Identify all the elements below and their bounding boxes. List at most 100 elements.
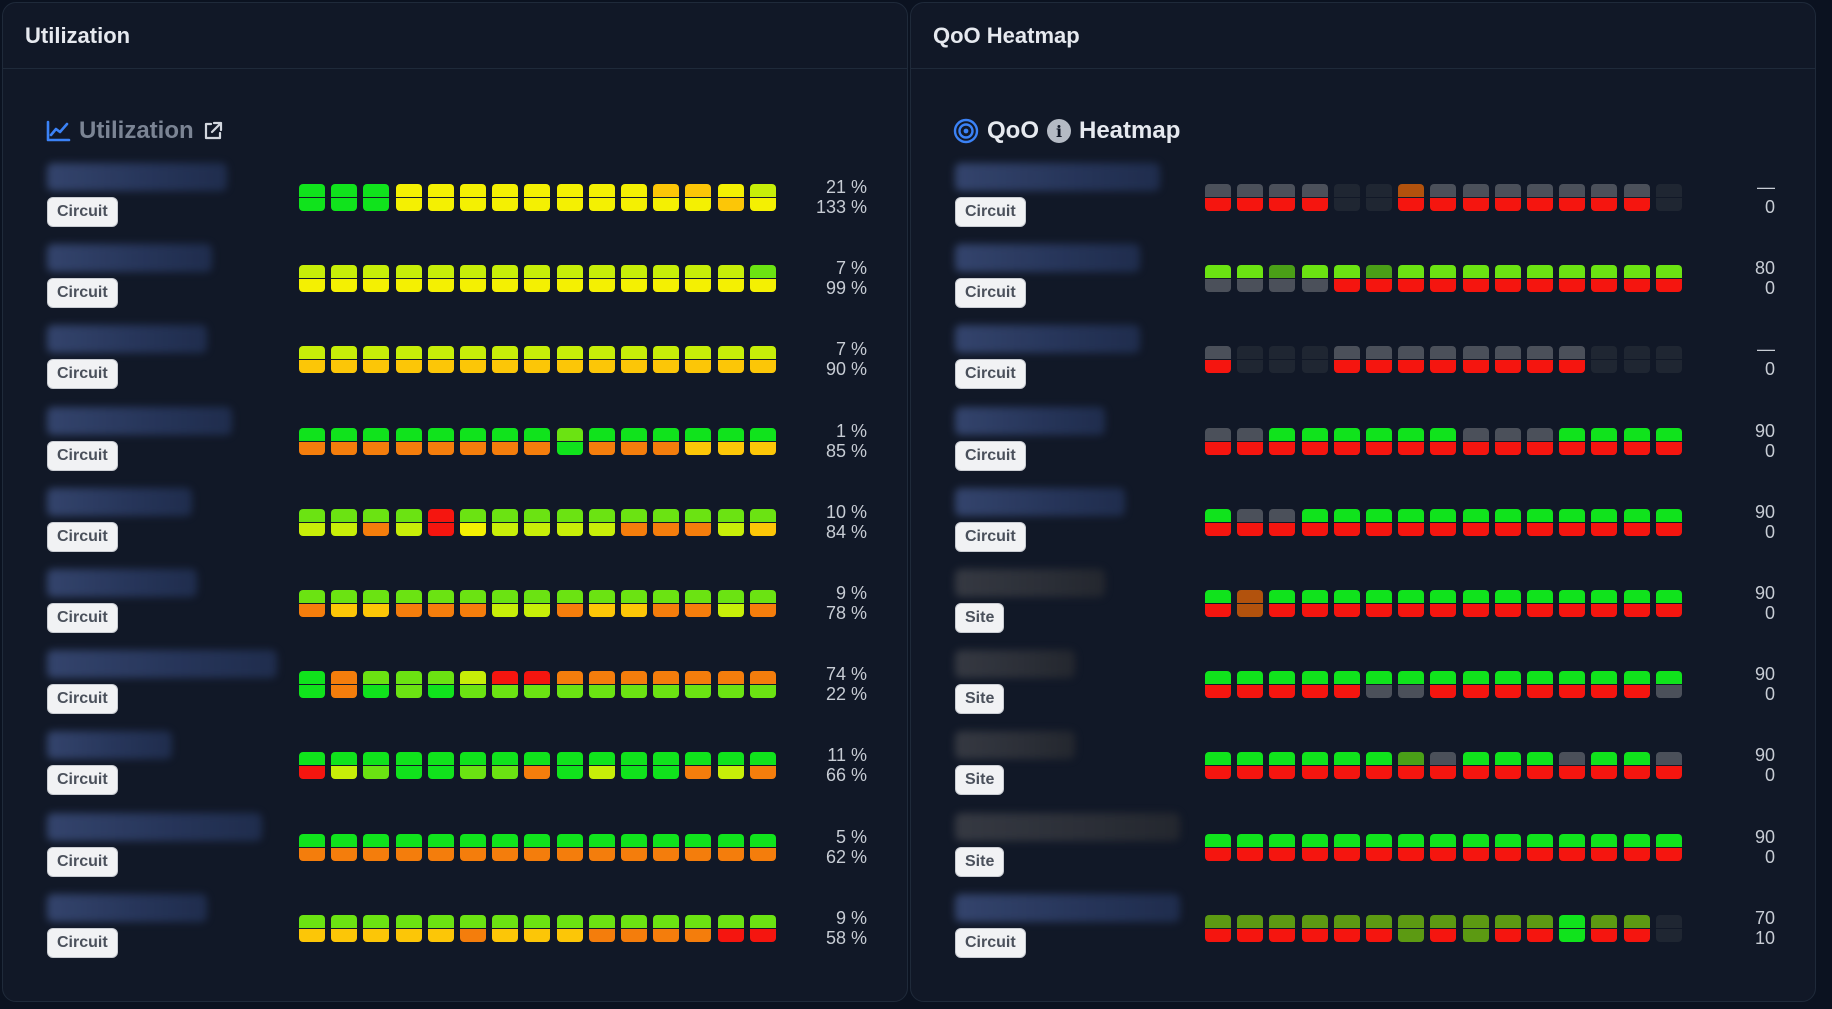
heatmap-cell[interactable] bbox=[524, 184, 551, 211]
redacted-name[interactable] bbox=[955, 244, 1140, 273]
heatmap-cell[interactable] bbox=[492, 914, 519, 942]
heatmap-cell[interactable] bbox=[395, 752, 422, 780]
heatmap-cell[interactable] bbox=[1366, 508, 1392, 536]
heatmap-cell[interactable] bbox=[556, 427, 583, 455]
external-link-icon[interactable] bbox=[202, 120, 224, 142]
redacted-name[interactable] bbox=[47, 325, 207, 354]
heatmap-cell[interactable] bbox=[524, 508, 551, 536]
heatmap-cell[interactable] bbox=[1366, 184, 1392, 211]
heatmap-cell[interactable] bbox=[717, 752, 744, 780]
heatmap-cell[interactable] bbox=[653, 752, 680, 780]
redacted-name[interactable] bbox=[955, 487, 1125, 516]
heatmap-cell[interactable] bbox=[685, 346, 712, 374]
redacted-name[interactable] bbox=[47, 487, 192, 516]
heatmap-cell[interactable] bbox=[1462, 914, 1489, 942]
heatmap-cell[interactable] bbox=[1462, 590, 1489, 617]
heatmap-row[interactable]: Circuit 11 % 66 % bbox=[3, 729, 907, 810]
heatmap-cell[interactable] bbox=[653, 590, 680, 617]
heatmap-cell[interactable] bbox=[299, 914, 325, 942]
heatmap-cell[interactable] bbox=[653, 184, 680, 211]
heatmap-cell[interactable] bbox=[1494, 265, 1521, 293]
heatmap-cell[interactable] bbox=[653, 671, 680, 699]
heatmap-cell[interactable] bbox=[460, 184, 486, 211]
heatmap-cell[interactable] bbox=[1591, 671, 1618, 699]
heatmap-cell[interactable] bbox=[1527, 265, 1553, 293]
heatmap-cell[interactable] bbox=[1430, 914, 1457, 942]
heatmap-row[interactable]: Site 90 0 bbox=[911, 729, 1815, 810]
heatmap-cell[interactable] bbox=[1527, 184, 1553, 211]
utilization-card-title[interactable]: Utilization bbox=[45, 115, 224, 147]
heatmap-cell[interactable] bbox=[460, 265, 486, 293]
heatmap-cell[interactable] bbox=[1333, 833, 1360, 861]
heatmap-cell[interactable] bbox=[1269, 184, 1296, 211]
heatmap-cell[interactable] bbox=[1333, 427, 1360, 455]
heatmap-cell[interactable] bbox=[1527, 833, 1553, 861]
heatmap-cell[interactable] bbox=[492, 508, 519, 536]
heatmap-cell[interactable] bbox=[460, 752, 486, 780]
heatmap-cell[interactable] bbox=[556, 590, 583, 617]
heatmap-cell[interactable] bbox=[331, 508, 358, 536]
heatmap-cell[interactable] bbox=[1398, 914, 1425, 942]
heatmap-cell[interactable] bbox=[1430, 346, 1457, 374]
heatmap-cell[interactable] bbox=[685, 427, 712, 455]
heatmap-cell[interactable] bbox=[588, 914, 615, 942]
heatmap-cell[interactable] bbox=[1333, 265, 1360, 293]
heatmap-cell[interactable] bbox=[524, 590, 551, 617]
redacted-name[interactable] bbox=[955, 163, 1160, 191]
heatmap-cell[interactable] bbox=[556, 752, 583, 780]
heatmap-cell[interactable] bbox=[1398, 508, 1425, 536]
heatmap-cell[interactable] bbox=[299, 346, 325, 374]
heatmap-cell[interactable] bbox=[427, 671, 454, 699]
heatmap-cell[interactable] bbox=[1237, 184, 1264, 211]
heatmap-cell[interactable] bbox=[749, 184, 776, 211]
heatmap-cell[interactable] bbox=[588, 265, 615, 293]
heatmap-cell[interactable] bbox=[460, 346, 486, 374]
heatmap-cell[interactable] bbox=[1623, 184, 1650, 211]
heatmap-cell[interactable] bbox=[685, 671, 712, 699]
heatmap-cell[interactable] bbox=[588, 346, 615, 374]
heatmap-cell[interactable] bbox=[1430, 265, 1457, 293]
heatmap-cell[interactable] bbox=[395, 265, 422, 293]
heatmap-cell[interactable] bbox=[588, 184, 615, 211]
heatmap-cell[interactable] bbox=[363, 914, 390, 942]
heatmap-cell[interactable] bbox=[1333, 346, 1360, 374]
heatmap-cell[interactable] bbox=[1269, 427, 1296, 455]
heatmap-cell[interactable] bbox=[1398, 265, 1425, 293]
heatmap-cell[interactable] bbox=[395, 590, 422, 617]
heatmap-cell[interactable] bbox=[588, 427, 615, 455]
heatmap-cell[interactable] bbox=[1655, 914, 1682, 942]
heatmap-cell[interactable] bbox=[717, 590, 744, 617]
redacted-name[interactable] bbox=[955, 812, 1180, 841]
heatmap-cell[interactable] bbox=[717, 184, 744, 211]
heatmap-cell[interactable] bbox=[685, 184, 712, 211]
heatmap-cell[interactable] bbox=[1494, 671, 1521, 699]
heatmap-cell[interactable] bbox=[1333, 508, 1360, 536]
heatmap-cell[interactable] bbox=[299, 671, 325, 699]
heatmap-cell[interactable] bbox=[1205, 833, 1231, 861]
heatmap-cell[interactable] bbox=[1591, 914, 1618, 942]
heatmap-cell[interactable] bbox=[749, 590, 776, 617]
heatmap-cell[interactable] bbox=[1623, 508, 1650, 536]
heatmap-cell[interactable] bbox=[1301, 346, 1328, 374]
heatmap-cell[interactable] bbox=[1269, 346, 1296, 374]
heatmap-cell[interactable] bbox=[1366, 671, 1392, 699]
heatmap-cell[interactable] bbox=[621, 427, 647, 455]
heatmap-cell[interactable] bbox=[299, 427, 325, 455]
heatmap-cell[interactable] bbox=[524, 346, 551, 374]
redacted-name[interactable] bbox=[47, 163, 227, 191]
heatmap-cell[interactable] bbox=[1559, 671, 1586, 699]
heatmap-cell[interactable] bbox=[1237, 346, 1264, 374]
heatmap-cell[interactable] bbox=[1205, 265, 1231, 293]
heatmap-cell[interactable] bbox=[1559, 752, 1586, 780]
heatmap-cell[interactable] bbox=[556, 265, 583, 293]
heatmap-cell[interactable] bbox=[556, 671, 583, 699]
heatmap-cell[interactable] bbox=[492, 590, 519, 617]
heatmap-cell[interactable] bbox=[492, 265, 519, 293]
heatmap-cell[interactable] bbox=[363, 590, 390, 617]
heatmap-cell[interactable] bbox=[1591, 346, 1618, 374]
heatmap-cell[interactable] bbox=[1301, 752, 1328, 780]
heatmap-cell[interactable] bbox=[1494, 508, 1521, 536]
heatmap-cell[interactable] bbox=[717, 914, 744, 942]
heatmap-cell[interactable] bbox=[1301, 184, 1328, 211]
heatmap-cell[interactable] bbox=[1237, 427, 1264, 455]
